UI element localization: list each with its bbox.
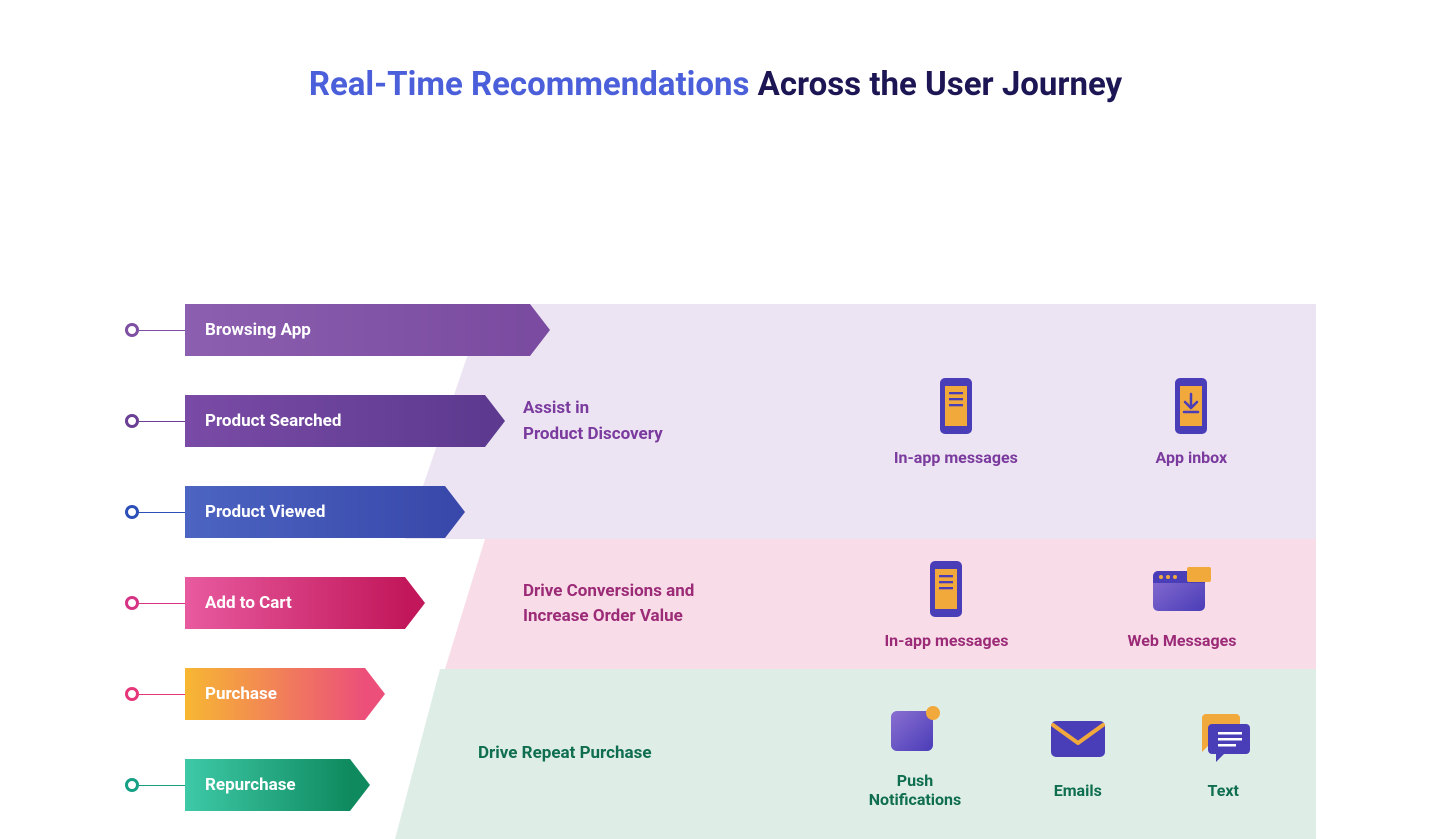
panel-channels: In-app messages App inbox [805, 304, 1316, 539]
stage-row-4: Purchase [125, 668, 365, 720]
stage-chevron: Product Searched [185, 395, 485, 447]
panel-label-line2: Product Discovery [523, 422, 663, 448]
title-container: Real-Time Recommendations Across the Use… [0, 0, 1431, 144]
phone-inbox-icon-wrap [1171, 376, 1211, 436]
panel-conversion: Drive Conversions andIncrease Order Valu… [445, 539, 1316, 669]
dot-connector [125, 505, 185, 519]
panel-channels: In-app messages Web Messages [805, 539, 1316, 669]
channel-label: App inbox [1155, 448, 1227, 467]
dot-connector [125, 414, 185, 428]
channel-label: PushNotifications [869, 771, 962, 809]
stage-line [139, 330, 185, 331]
panel-label: Drive Repeat Purchase [440, 669, 805, 839]
stage-line [139, 694, 185, 695]
stage-row-0: Browsing App [125, 304, 530, 356]
stage-dot [125, 687, 139, 701]
channel-browser: Web Messages [1127, 559, 1236, 650]
panel-label-line1: Assist in [523, 396, 663, 422]
stage-dot [125, 778, 139, 792]
panel-label: Drive Conversions andIncrease Order Valu… [485, 539, 805, 669]
channel-label: Web Messages [1127, 631, 1236, 650]
stage-label: Browsing App [205, 320, 311, 340]
panel-label-line2: Increase Order Value [523, 604, 694, 630]
panel-slant [395, 669, 440, 839]
page-title: Real-Time Recommendations Across the Use… [0, 65, 1431, 104]
stage-dot [125, 505, 139, 519]
dot-connector [125, 778, 185, 792]
stage-line [139, 512, 185, 513]
phone-lines-icon [926, 559, 966, 619]
panel-repeat: Drive Repeat Purchase PushNotifications … [395, 669, 1316, 839]
stage-chevron: Purchase [185, 668, 365, 720]
channel-phone-inbox: App inbox [1155, 376, 1227, 467]
panel-label-line1: Drive Repeat Purchase [478, 741, 652, 767]
stage-chevron: Repurchase [185, 759, 350, 811]
text-icon-wrap [1194, 709, 1252, 769]
stage-dot [125, 596, 139, 610]
stage-line [139, 603, 185, 604]
stage-dot [125, 414, 139, 428]
stage-line [139, 785, 185, 786]
dot-connector [125, 687, 185, 701]
channel-phone-lines: In-app messages [894, 376, 1018, 467]
channel-label: In-app messages [884, 631, 1008, 650]
stage-chevron: Browsing App [185, 304, 530, 356]
email-icon [1049, 717, 1107, 761]
browser-icon [1151, 565, 1213, 613]
channel-label: In-app messages [894, 448, 1018, 467]
title-highlight: Real-Time Recommendations [309, 65, 750, 104]
channel-push: PushNotifications [869, 699, 962, 809]
stage-row-1: Product Searched [125, 395, 485, 447]
stage-label: Product Searched [205, 411, 341, 431]
text-icon [1194, 712, 1252, 766]
stage-dot [125, 323, 139, 337]
stage-row-2: Product Viewed [125, 486, 445, 538]
phone-inbox-icon [1171, 376, 1211, 436]
browser-icon-wrap [1151, 559, 1213, 619]
channel-email: Emails [1049, 709, 1107, 800]
phone-lines-icon-wrap [926, 559, 966, 619]
stage-label: Repurchase [205, 775, 296, 795]
channel-label: Emails [1054, 781, 1102, 800]
title-rest: Across the User Journey [749, 65, 1122, 104]
panel-channels: PushNotifications Emails Text [805, 669, 1316, 839]
dot-connector [125, 596, 185, 610]
push-icon-wrap [887, 699, 943, 759]
email-icon-wrap [1049, 709, 1107, 769]
stage-label: Purchase [205, 684, 277, 704]
stage-chevron: Product Viewed [185, 486, 445, 538]
stage-row-3: Add to Cart [125, 577, 405, 629]
channel-phone-lines: In-app messages [884, 559, 1008, 650]
push-icon [887, 703, 943, 755]
stage-row-5: Repurchase [125, 759, 350, 811]
stage-line [139, 421, 185, 422]
channel-text: Text [1194, 709, 1252, 800]
panel-label-line1: Drive Conversions and [523, 579, 694, 605]
stage-label: Add to Cart [205, 593, 292, 613]
phone-lines-icon-wrap [936, 376, 976, 436]
panel-slant [445, 539, 485, 669]
stage-label: Product Viewed [205, 502, 325, 522]
stage-chevron: Add to Cart [185, 577, 405, 629]
channel-label: Text [1208, 781, 1239, 800]
diagram-container: Assist inProduct Discovery In-app messag… [0, 144, 1431, 744]
dot-connector [125, 323, 185, 337]
phone-lines-icon [936, 376, 976, 436]
